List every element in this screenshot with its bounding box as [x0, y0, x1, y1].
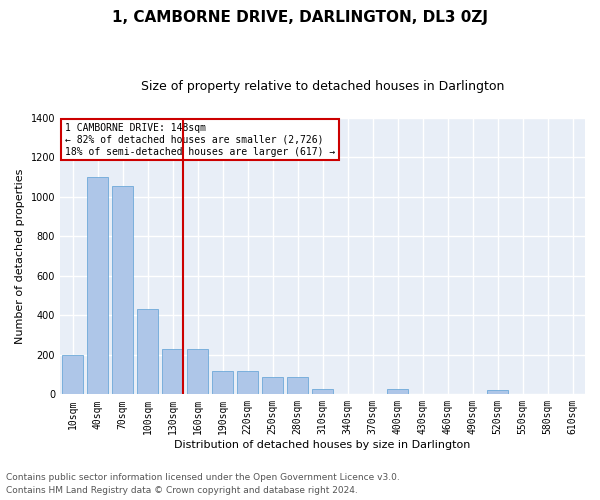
Bar	[87, 177, 108, 394]
Text: 1, CAMBORNE DRIVE, DARLINGTON, DL3 0ZJ: 1, CAMBORNE DRIVE, DARLINGTON, DL3 0ZJ	[112, 10, 488, 25]
Bar	[62, 355, 83, 395]
Bar	[112, 186, 133, 394]
Bar	[237, 371, 258, 394]
Bar	[487, 390, 508, 394]
Bar	[312, 389, 333, 394]
Y-axis label: Number of detached properties: Number of detached properties	[15, 168, 25, 344]
Bar	[387, 390, 408, 394]
Text: Contains public sector information licensed under the Open Government Licence v3: Contains public sector information licen…	[6, 474, 400, 482]
Text: Contains HM Land Registry data © Crown copyright and database right 2024.: Contains HM Land Registry data © Crown c…	[6, 486, 358, 495]
Bar	[137, 310, 158, 394]
Bar	[262, 376, 283, 394]
Bar	[287, 377, 308, 394]
Title: Size of property relative to detached houses in Darlington: Size of property relative to detached ho…	[141, 80, 504, 93]
Bar	[162, 349, 183, 395]
Text: 1 CAMBORNE DRIVE: 148sqm
← 82% of detached houses are smaller (2,726)
18% of sem: 1 CAMBORNE DRIVE: 148sqm ← 82% of detach…	[65, 124, 335, 156]
X-axis label: Distribution of detached houses by size in Darlington: Distribution of detached houses by size …	[175, 440, 471, 450]
Bar	[187, 348, 208, 395]
Bar	[212, 370, 233, 394]
